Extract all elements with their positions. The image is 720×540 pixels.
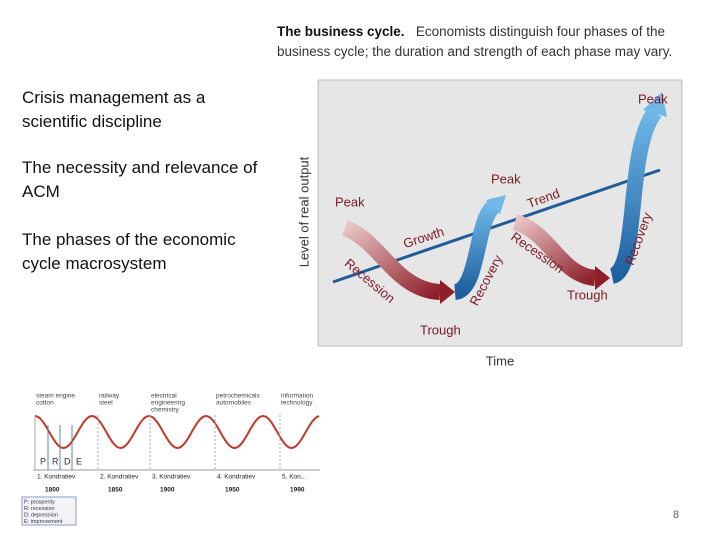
legend-entry: E: improvement [24, 519, 63, 525]
y-axis-label: Level of real output [296, 156, 311, 267]
innovation-label: technology [281, 400, 313, 407]
phase-letter: E [76, 456, 82, 466]
legend-entry: D: depression [24, 512, 58, 518]
innovation-label: electrical [151, 393, 177, 400]
peak-label: Peak [638, 91, 668, 106]
innovation-label: chemistry [151, 407, 180, 414]
recovery-arrow [608, 107, 662, 284]
bullet: Crisis management as a scientific discip… [22, 88, 206, 131]
trough-label: Trough [567, 287, 608, 302]
innovation-label: engineering [151, 400, 185, 407]
innovation-label: steam engine [36, 393, 75, 400]
year-label: 1900 [160, 487, 175, 494]
caption-title: The business cycle. [277, 24, 405, 39]
innovation-label: cotton [36, 400, 54, 407]
arrowhead [595, 266, 610, 290]
arrowhead [440, 280, 455, 304]
legend-box [21, 496, 77, 526]
peak-label: Peak [491, 171, 521, 186]
bullet: The phases of the economic cycle macrosy… [22, 230, 236, 273]
innovation-label: railway [99, 393, 120, 400]
innovation-label: petrochemicals [216, 393, 260, 400]
arrowhead [486, 195, 506, 214]
bullet: The necessity and relevance of ACM [22, 158, 258, 201]
wave [34, 414, 320, 450]
x-axis-label: Time [486, 353, 514, 368]
legend-entry: R: recession [24, 506, 55, 512]
legend-entry: P: prosperity [24, 499, 55, 505]
wave-label: 3. Kondratiev [152, 474, 191, 481]
peak-label: Peak [335, 194, 365, 209]
wave-label: 2. Kondratiev [100, 474, 139, 481]
figure-caption: The business cycle. Economists distingui… [277, 22, 702, 62]
innovation-label: automobiles [216, 400, 252, 407]
innovation-label: steel [99, 400, 113, 407]
year-label: 1800 [45, 487, 60, 494]
innovation-label: information [281, 393, 314, 400]
recession-arrow [341, 220, 441, 300]
phase-letter: R [52, 456, 59, 466]
year-label: 1950 [225, 487, 240, 494]
year-label: 1990 [290, 487, 305, 494]
phase-letter: D [64, 456, 71, 466]
caption-text: Economists distinguish four phases of th… [277, 24, 673, 59]
page-number: 8 [673, 509, 679, 521]
wave-label: 1. Kondratiev [37, 474, 76, 481]
wave-label: 5. Kon... [282, 474, 306, 481]
trough-label: Trough [420, 322, 461, 337]
recession-arrow [512, 214, 597, 286]
year-label: 1850 [108, 487, 123, 494]
arrowhead [643, 92, 667, 117]
phase-letter: P [40, 456, 46, 466]
wave-label: 4. Kondratiev [217, 474, 256, 481]
recovery-arrow [452, 197, 501, 300]
